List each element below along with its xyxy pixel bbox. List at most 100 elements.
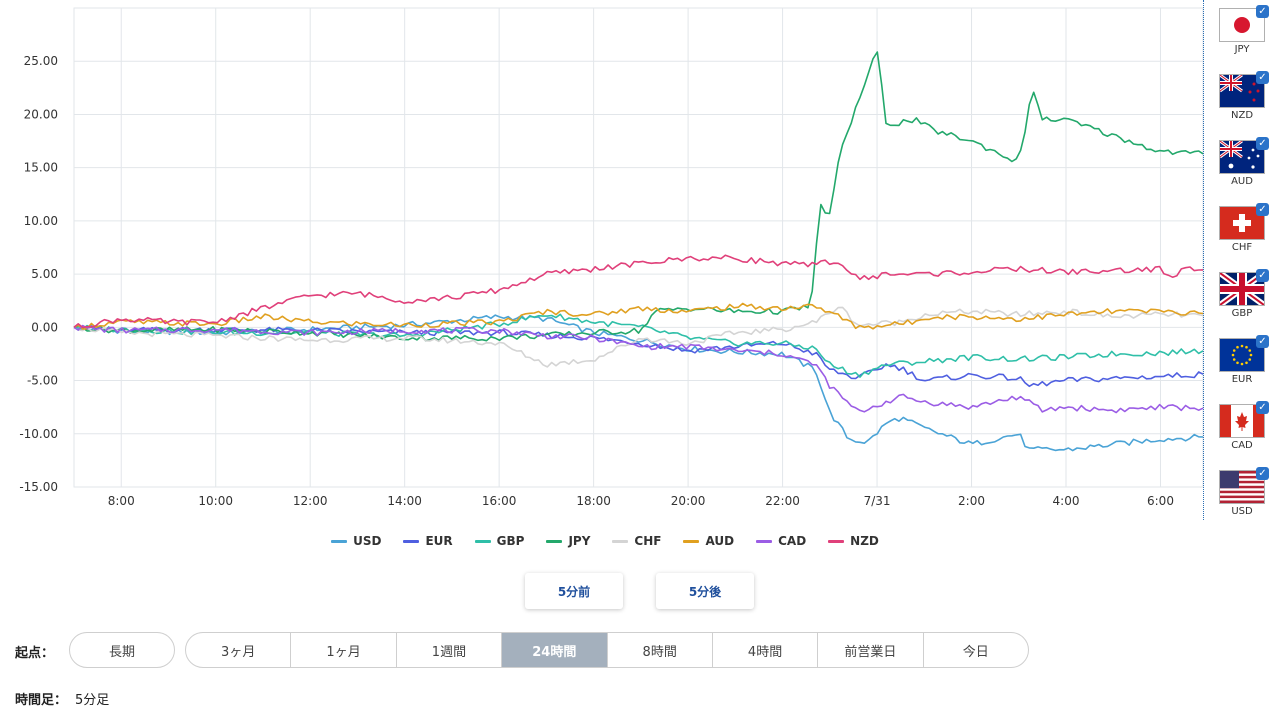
y-tick-label: 15.00 [24, 161, 58, 175]
jpy-flag-icon: ✓ [1219, 5, 1269, 42]
period-option[interactable]: 1週間 [395, 633, 501, 667]
period-option[interactable]: 今日 [922, 633, 1028, 667]
legend-swatch [828, 539, 845, 543]
period-long-button[interactable]: 長期 [69, 632, 175, 668]
flag-toggle-eur[interactable]: ✓ EUR [1219, 335, 1269, 385]
chart-grid [73, 7, 1204, 488]
gbp-flag-icon: ✓ [1219, 269, 1269, 306]
legend-label: JPY [568, 534, 591, 548]
x-axis-ticks: 8:00 10:00 12:00 14:00 16:00 18:00 20:00 22:00 7… [108, 494, 1174, 508]
flag-label: GBP [1231, 308, 1253, 319]
chart-legend: USD EUR GBP JPY CHF AUD CAD NZD [0, 534, 1210, 548]
series-line-usd [73, 314, 1204, 452]
chf-flag-icon: ✓ [1219, 203, 1269, 240]
usd-flag-icon: ✓ [1219, 467, 1269, 504]
y-tick-label: 20.00 [24, 107, 58, 121]
flag-toggle-jpy[interactable]: ✓ JPY [1219, 5, 1269, 55]
series-lines [73, 51, 1204, 452]
series-line-aud [73, 302, 1204, 330]
check-icon: ✓ [1256, 269, 1269, 282]
legend-item-gbp[interactable]: GBP [474, 534, 525, 548]
period-option[interactable]: 3ヶ月 [221, 644, 256, 660]
flag-toggle-chf[interactable]: ✓ CHF [1219, 203, 1269, 253]
y-tick-label: 10.00 [24, 214, 58, 228]
x-tick-label: 18:00 [576, 494, 611, 508]
legend-swatch [474, 539, 491, 543]
flag-label: EUR [1231, 374, 1253, 385]
x-tick-label: 12:00 [293, 494, 328, 508]
y-tick-label: -15.00 [19, 480, 58, 494]
legend-label: CHF [634, 534, 662, 548]
y-tick-label: 25.00 [24, 54, 58, 68]
cad-flag-icon: ✓ [1219, 401, 1269, 438]
flag-toggle-usd[interactable]: ✓ USD [1219, 467, 1269, 517]
eur-flag-icon: ✓ [1219, 335, 1269, 372]
check-icon: ✓ [1256, 335, 1269, 348]
y-tick-label: -5.00 [27, 374, 58, 388]
legend-swatch [403, 539, 420, 543]
series-line-nzd [73, 254, 1204, 329]
period-option[interactable]: 8時間 [606, 633, 712, 667]
flag-label: JPY [1234, 44, 1250, 55]
check-icon: ✓ [1256, 137, 1269, 150]
currency-flag-panel: ✓ JPY ✓ NZD ✓ AUD ✓ CHF ✓ GBP ✓ EUR ✓ CAD ✓ USD [1203, 0, 1280, 520]
legend-item-eur[interactable]: EUR [403, 534, 453, 548]
x-tick-label: 4:00 [1053, 494, 1080, 508]
nzd-flag-icon: ✓ [1219, 71, 1269, 108]
legend-item-chf[interactable]: CHF [612, 534, 661, 548]
legend-label: AUD [705, 534, 735, 548]
check-icon: ✓ [1256, 203, 1269, 216]
legend-item-cad[interactable]: CAD [756, 534, 806, 548]
x-tick-label: 6:00 [1147, 494, 1174, 508]
legend-item-nzd[interactable]: NZD [828, 534, 879, 548]
check-icon: ✓ [1256, 467, 1269, 480]
flag-label: AUD [1231, 176, 1253, 187]
period-option[interactable]: 24時間 [501, 633, 607, 667]
line-chart: 25.00 20.00 15.00 10.00 5.00 0.00 -5.00 -10.00 -… [19, 7, 1204, 508]
legend-swatch [683, 539, 700, 543]
legend-swatch [331, 539, 348, 543]
x-tick-label: 7/31 [864, 494, 891, 508]
x-tick-label: 16:00 [482, 494, 517, 508]
series-line-cad [73, 324, 1204, 414]
flag-toggle-gbp[interactable]: ✓ GBP [1219, 269, 1269, 319]
flag-label: CHF [1231, 242, 1253, 253]
aud-flag-icon: ✓ [1219, 137, 1269, 174]
x-tick-label: 22:00 [765, 494, 800, 508]
legend-label: NZD [850, 534, 879, 548]
y-tick-label: -10.00 [19, 427, 58, 441]
flag-label: NZD [1230, 110, 1254, 121]
legend-item-jpy[interactable]: JPY [546, 534, 590, 548]
legend-label: GBP [496, 534, 525, 548]
period-label: 起点： [15, 646, 55, 661]
timeframe-value: 5分足 [75, 693, 110, 708]
legend-item-usd[interactable]: USD [331, 534, 381, 548]
prev-5min-button[interactable]: 5分前 [525, 573, 623, 609]
x-tick-label: 10:00 [198, 494, 233, 508]
x-tick-label: 20:00 [671, 494, 706, 508]
check-icon: ✓ [1256, 71, 1269, 84]
period-selector: 3ヶ月 1ヶ月 1週間 24時間 8時間 4時間 前営業日 今日 [185, 632, 1029, 668]
y-axis-ticks: 25.00 20.00 15.00 10.00 5.00 0.00 -5.00 -10.00 -… [19, 54, 58, 494]
plot-area [73, 7, 1204, 488]
period-option[interactable]: 4時間 [711, 633, 817, 667]
legend-swatch [546, 539, 563, 543]
timeframe-label: 時間足： [15, 693, 68, 708]
check-icon: ✓ [1256, 5, 1269, 18]
next-5min-button[interactable]: 5分後 [656, 573, 754, 609]
series-line-eur [73, 325, 1204, 388]
x-tick-label: 14:00 [387, 494, 422, 508]
timeframe: 時間足： 5分足 [15, 689, 109, 708]
flag-toggle-cad[interactable]: ✓ CAD [1219, 401, 1269, 451]
x-tick-label: 2:00 [958, 494, 985, 508]
flag-label: CAD [1231, 440, 1253, 451]
period-option[interactable]: 1ヶ月 [290, 633, 395, 667]
legend-swatch [612, 539, 629, 543]
legend-item-aud[interactable]: AUD [683, 534, 734, 548]
flag-toggle-nzd[interactable]: ✓ NZD [1219, 71, 1269, 121]
y-tick-label: 0.00 [31, 320, 58, 334]
legend-label: USD [353, 534, 382, 548]
flag-toggle-aud[interactable]: ✓ AUD [1219, 137, 1269, 187]
period-option[interactable]: 前営業日 [817, 633, 922, 667]
legend-label: EUR [425, 534, 453, 548]
